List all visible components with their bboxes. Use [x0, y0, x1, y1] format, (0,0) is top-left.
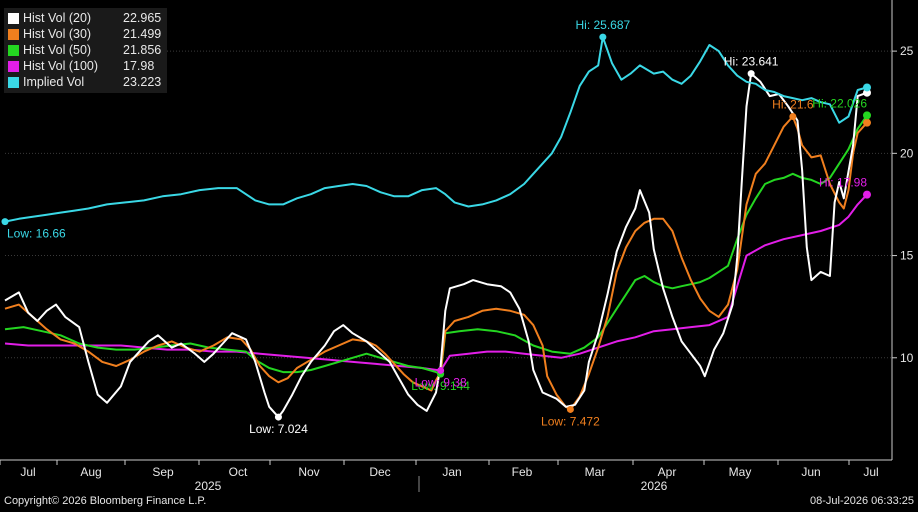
legend-series-value: 21.499	[123, 27, 162, 41]
x-month-label: Dec	[369, 465, 390, 479]
low-label-hv100: Low: 9.38	[415, 375, 467, 389]
legend-item-implied: Implied Vol 23.223	[8, 74, 161, 90]
high-dot-hv20	[747, 70, 755, 78]
high-label-hv30: Hi: 21.6	[772, 98, 814, 112]
series-line-hv50	[4, 114, 868, 376]
x-month-label: May	[729, 465, 752, 479]
y-tick-label: 15	[900, 249, 914, 263]
high-label-hv50: Hi: 22.026	[812, 96, 867, 110]
high-dot-hv100	[863, 191, 871, 199]
high-dot-implied	[599, 33, 607, 41]
x-year-label: 2026	[641, 479, 668, 493]
end-dot-implied	[863, 83, 871, 92]
low-dot-hv100	[437, 366, 445, 374]
chart-legend: Hist Vol (20) 22.965 Hist Vol (30) 21.499 Hi…	[4, 8, 168, 93]
legend-swatch	[8, 12, 19, 24]
high-label-implied: Hi: 25.687	[575, 18, 630, 32]
x-month-label: Feb	[512, 465, 533, 479]
legend-item-hv20: Hist Vol (20) 22.965	[8, 10, 161, 26]
end-dot-hv30	[863, 118, 871, 127]
legend-swatch	[8, 44, 19, 56]
legend-series-value: 17.98	[123, 59, 155, 73]
legend-series-value: 23.223	[123, 75, 162, 89]
x-month-label: Jan	[442, 465, 461, 479]
legend-item-hv30: Hist Vol (30) 21.499	[8, 26, 161, 42]
x-month-label: Nov	[298, 465, 319, 479]
x-axis: Jul Aug Sep Oct Nov Dec Jan Feb Mar Apr May Jun Jul 2…	[0, 459, 892, 493]
high-dot-hv50	[863, 111, 871, 119]
legend-series-name: Hist Vol (20)	[23, 11, 92, 25]
legend-swatch	[8, 28, 19, 40]
x-month-label: Oct	[229, 465, 248, 479]
series-line-hv30	[4, 115, 868, 411]
low-dot-hv30	[566, 405, 574, 413]
high-label-hv100: Hi: 17.98	[819, 176, 867, 190]
legend-swatch	[8, 76, 19, 88]
low-label-hv50: Low: 9.144	[411, 379, 470, 393]
x-month-label: Jul	[863, 465, 878, 479]
legend-series-name: Hist Vol (100)	[23, 59, 99, 73]
chart-grid	[5, 50, 892, 359]
legend-swatch	[8, 60, 19, 72]
legend-series-value: 21.856	[123, 43, 162, 57]
series-line-implied	[4, 36, 868, 223]
legend-item-hv100: Hist Vol (100) 17.98	[8, 58, 161, 74]
timestamp-text: 08-Jul-2026 06:33:25	[810, 495, 914, 507]
x-year-label: 2025	[195, 479, 222, 493]
x-month-label: Aug	[80, 465, 101, 479]
legend-item-hv50: Hist Vol (50) 21.856	[8, 42, 161, 58]
y-tick-label: 20	[900, 146, 914, 160]
series-line-hv100	[4, 193, 868, 372]
series-lines	[4, 36, 868, 419]
low-label-implied: Low: 16.66	[7, 227, 66, 241]
legend-series-name: Hist Vol (50)	[23, 43, 92, 57]
x-month-label: Jul	[20, 465, 35, 479]
high-dot-hv30	[789, 113, 797, 121]
y-axis: 10 15 20 25	[891, 0, 914, 460]
copyright-text: Copyright© 2026 Bloomberg Finance L.P.	[4, 495, 207, 507]
legend-series-name: Hist Vol (30)	[23, 27, 92, 41]
low-label-hv20: Low: 7.024	[249, 422, 308, 436]
x-month-label: Sep	[152, 465, 174, 479]
x-month-label: Mar	[585, 465, 606, 479]
low-label-hv30: Low: 7.472	[541, 414, 600, 428]
y-tick-label: 25	[900, 44, 914, 58]
legend-series-value: 22.965	[123, 11, 162, 25]
y-tick-label: 10	[900, 351, 914, 365]
series-line-hv20	[4, 72, 868, 419]
x-month-label: Apr	[658, 465, 677, 479]
low-dot-implied	[1, 218, 9, 226]
x-month-label: Jun	[801, 465, 820, 479]
legend-series-name: Implied Vol	[23, 75, 85, 89]
low-dot-hv20	[274, 413, 282, 421]
high-label-hv20: Hi: 23.641	[724, 55, 779, 69]
series-markers: Low: 16.66 Hi: 25.687 Low: 7.024 Hi: 23.641…	[1, 18, 871, 436]
